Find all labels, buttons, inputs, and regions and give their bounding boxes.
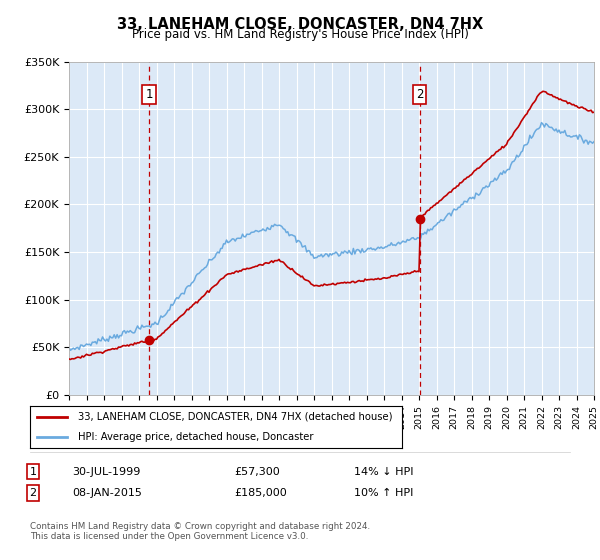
Text: 2: 2: [29, 488, 37, 498]
Text: 33, LANEHAM CLOSE, DONCASTER, DN4 7HX: 33, LANEHAM CLOSE, DONCASTER, DN4 7HX: [117, 17, 483, 32]
Text: Contains HM Land Registry data © Crown copyright and database right 2024.
This d: Contains HM Land Registry data © Crown c…: [30, 522, 370, 542]
Text: 30-JUL-1999: 30-JUL-1999: [72, 466, 140, 477]
Text: 14% ↓ HPI: 14% ↓ HPI: [354, 466, 413, 477]
Text: £185,000: £185,000: [234, 488, 287, 498]
Text: 2: 2: [416, 88, 423, 101]
Text: 1: 1: [145, 88, 153, 101]
Text: 1: 1: [29, 466, 37, 477]
Text: £57,300: £57,300: [234, 466, 280, 477]
Text: 08-JAN-2015: 08-JAN-2015: [72, 488, 142, 498]
Text: Price paid vs. HM Land Registry's House Price Index (HPI): Price paid vs. HM Land Registry's House …: [131, 28, 469, 41]
Text: 10% ↑ HPI: 10% ↑ HPI: [354, 488, 413, 498]
Text: 33, LANEHAM CLOSE, DONCASTER, DN4 7HX (detached house): 33, LANEHAM CLOSE, DONCASTER, DN4 7HX (d…: [79, 412, 393, 422]
Text: HPI: Average price, detached house, Doncaster: HPI: Average price, detached house, Donc…: [79, 432, 314, 442]
